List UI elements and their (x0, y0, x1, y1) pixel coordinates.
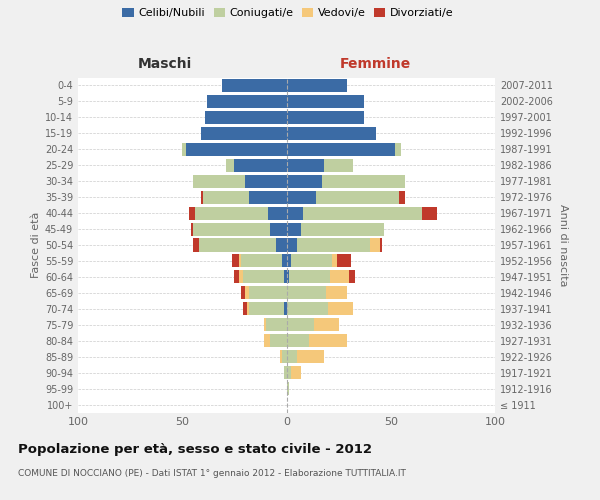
Bar (243, 302, 247, 316)
Bar (263, 334, 270, 347)
Bar (310, 334, 347, 347)
Bar (287, 254, 290, 268)
Bar (199, 238, 276, 252)
Bar (287, 158, 324, 172)
Bar (207, 95, 287, 108)
Text: Maschi: Maschi (138, 57, 192, 71)
Bar (245, 174, 287, 188)
Bar (287, 222, 301, 235)
Bar (268, 206, 287, 220)
Bar (193, 174, 245, 188)
Text: COMUNE DI NOCCIANO (PE) - Dati ISTAT 1° gennaio 2012 - Elaborazione TUTTITALIA.I: COMUNE DI NOCCIANO (PE) - Dati ISTAT 1° … (18, 468, 406, 477)
Bar (287, 334, 310, 347)
Bar (287, 366, 290, 379)
Bar (235, 270, 239, 283)
Bar (239, 270, 243, 283)
Bar (330, 270, 349, 283)
Bar (249, 190, 287, 203)
Bar (287, 95, 364, 108)
Bar (316, 190, 399, 203)
Bar (290, 254, 332, 268)
Bar (303, 206, 422, 220)
Bar (235, 158, 287, 172)
Bar (276, 238, 287, 252)
Bar (232, 254, 239, 268)
Bar (314, 318, 338, 332)
Bar (297, 350, 324, 363)
Bar (399, 190, 406, 203)
Bar (287, 382, 289, 395)
Bar (297, 238, 370, 252)
Bar (287, 286, 326, 300)
Text: Femmine: Femmine (340, 57, 410, 71)
Bar (195, 206, 268, 220)
Bar (270, 334, 287, 347)
Bar (380, 238, 382, 252)
Bar (284, 270, 287, 283)
Bar (241, 286, 245, 300)
Bar (324, 158, 353, 172)
Bar (201, 127, 287, 140)
Bar (191, 222, 193, 235)
Bar (349, 270, 355, 283)
Bar (283, 254, 287, 268)
Bar (287, 190, 316, 203)
Bar (287, 79, 347, 92)
Y-axis label: Anni di nascita: Anni di nascita (558, 204, 568, 286)
Bar (322, 174, 406, 188)
Bar (284, 366, 287, 379)
Bar (222, 79, 287, 92)
Bar (287, 206, 303, 220)
Bar (247, 302, 249, 316)
Bar (182, 142, 187, 156)
Bar (280, 350, 283, 363)
Bar (201, 190, 203, 203)
Bar (245, 286, 249, 300)
Bar (422, 206, 437, 220)
Bar (287, 174, 322, 188)
Bar (203, 190, 249, 203)
Bar (370, 238, 380, 252)
Bar (287, 302, 328, 316)
Bar (249, 302, 284, 316)
Bar (283, 350, 287, 363)
Bar (287, 111, 364, 124)
Bar (287, 238, 297, 252)
Bar (287, 142, 395, 156)
Bar (301, 222, 385, 235)
Bar (270, 222, 287, 235)
Bar (332, 254, 337, 268)
Bar (395, 142, 401, 156)
Bar (290, 366, 301, 379)
Bar (188, 206, 195, 220)
Bar (239, 254, 241, 268)
Bar (241, 254, 283, 268)
Bar (328, 302, 353, 316)
Y-axis label: Fasce di età: Fasce di età (31, 212, 41, 278)
Bar (326, 286, 347, 300)
Bar (187, 142, 287, 156)
Bar (287, 318, 314, 332)
Bar (243, 270, 284, 283)
Legend: Celibi/Nubili, Coniugati/e, Vedovi/e, Divorziati/e: Celibi/Nubili, Coniugati/e, Vedovi/e, Di… (120, 6, 456, 20)
Bar (193, 222, 270, 235)
Bar (263, 318, 266, 332)
Bar (249, 286, 287, 300)
Bar (337, 254, 351, 268)
Bar (287, 350, 297, 363)
Bar (193, 238, 199, 252)
Text: Popolazione per età, sesso e stato civile - 2012: Popolazione per età, sesso e stato civil… (18, 442, 372, 456)
Bar (266, 318, 287, 332)
Bar (289, 270, 330, 283)
Bar (287, 127, 376, 140)
Bar (284, 302, 287, 316)
Bar (287, 270, 289, 283)
Bar (226, 158, 235, 172)
Bar (205, 111, 287, 124)
